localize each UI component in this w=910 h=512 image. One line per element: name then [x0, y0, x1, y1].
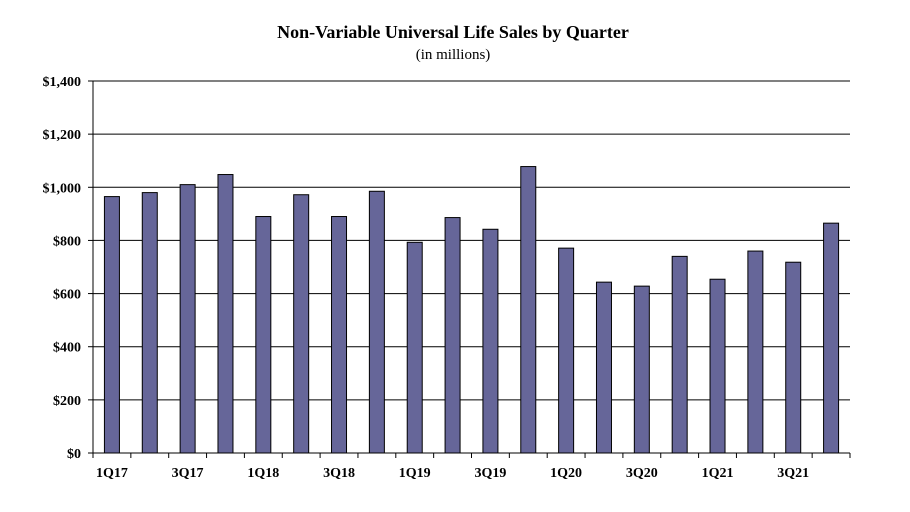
bar-3q18	[331, 216, 348, 454]
bars	[103, 166, 840, 454]
bar-1q19	[406, 241, 423, 454]
chart-title: Non-Variable Universal Life Sales by Qua…	[277, 22, 629, 42]
x-tick-label: 1Q18	[247, 466, 279, 481]
bar-4q19	[520, 166, 537, 454]
y-tick-label: $400	[53, 341, 81, 356]
bar-1q20	[558, 247, 575, 454]
x-tick-label: 3Q17	[172, 466, 204, 481]
x-tick-label: 3Q19	[474, 466, 506, 481]
bar-4q21	[823, 222, 840, 454]
bar-2q19	[444, 217, 461, 454]
x-tick-label: 3Q18	[323, 466, 355, 481]
y-tick-label: $1,400	[43, 75, 82, 90]
bar-3q17	[179, 184, 196, 454]
y-tick-label: $1,200	[43, 128, 82, 143]
x-axis-ticks: 1Q17 3Q17 1Q18 3Q18 1Q19 3Q19 1Q20 3Q20 1Q21 3Q21	[92, 453, 851, 481]
bar-4q20	[671, 255, 688, 454]
bar-4q18	[368, 190, 385, 454]
x-tick-label: 3Q21	[777, 466, 809, 481]
chart-subtitle: (in millions)	[416, 47, 491, 63]
y-tick-label: $200	[53, 394, 81, 409]
bar-1q17	[103, 196, 120, 454]
bar-2q17	[141, 192, 158, 454]
y-tick-label: $800	[53, 234, 81, 249]
bar-3q20	[633, 285, 650, 454]
bar-1q18	[255, 216, 272, 454]
bar-4q17	[217, 174, 234, 454]
bar-1q21	[709, 278, 726, 454]
bar-2q21	[747, 250, 764, 454]
x-tick-label: 1Q19	[399, 466, 431, 481]
bar-3q21	[785, 261, 802, 454]
bar-2q20	[595, 281, 612, 454]
bar-3q19	[482, 228, 499, 454]
x-tick-label: 1Q21	[702, 466, 734, 481]
y-tick-label: $1,000	[43, 181, 82, 196]
y-tick-label: $600	[53, 288, 81, 303]
bar-2q18	[293, 194, 310, 454]
y-tick-label: $0	[67, 447, 81, 462]
y-axis-ticks: $0 $200 $400 $600 $800 $1,000 $1,200 $1,400	[43, 75, 93, 462]
x-tick-label: 3Q20	[626, 466, 658, 481]
x-tick-label: 1Q20	[550, 466, 582, 481]
gridlines	[93, 80, 850, 401]
x-tick-label: 1Q17	[96, 466, 128, 481]
